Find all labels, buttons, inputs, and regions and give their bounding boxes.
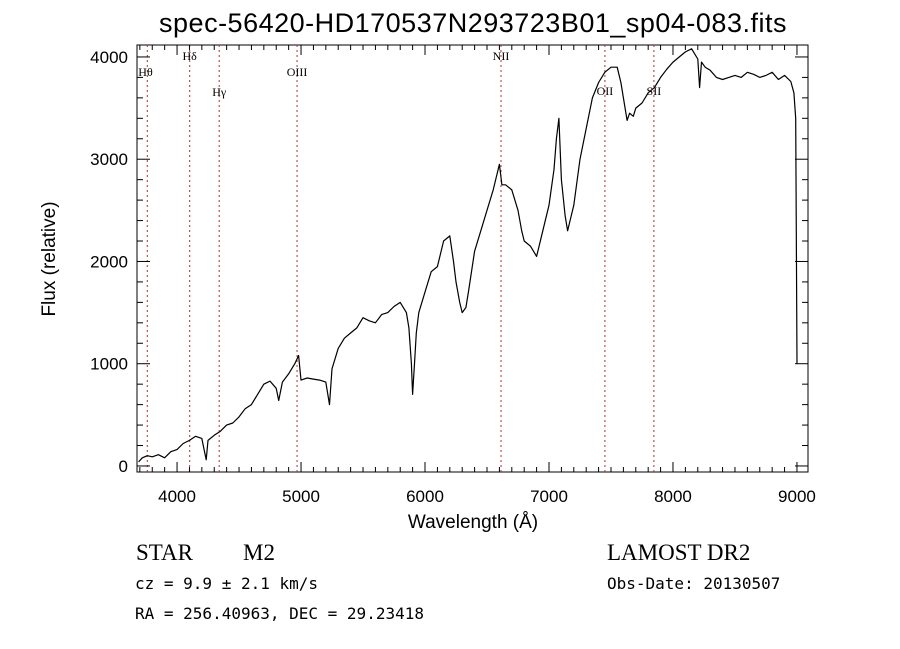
redshift-info: cz = 9.9 ± 2.1 km/s [135, 574, 319, 593]
spectral-line-label: Hθ [138, 65, 153, 79]
chart-title: spec-56420-HD170537N293723B01_sp04-083.f… [159, 8, 787, 38]
coordinates: RA = 256.40963, DEC = 29.23418 [135, 604, 424, 623]
y-tick-label: 3000 [90, 150, 128, 169]
spectral-line-label: Hγ [212, 85, 227, 99]
y-tick-label: 1000 [90, 355, 128, 374]
x-tick-label: 8000 [654, 487, 692, 506]
y-tick-label: 0 [119, 457, 128, 476]
plot-frame [136, 44, 809, 473]
spectral-line-label: SII [647, 84, 662, 98]
x-axis-label: Wavelength (Å) [407, 512, 539, 533]
y-tick-label: 4000 [90, 48, 128, 67]
subclass-label: M2 [243, 540, 275, 565]
obs-date: Obs-Date: 20130507 [607, 574, 781, 593]
spectral-line-label: OII [597, 84, 614, 98]
x-tick-label: 5000 [282, 487, 320, 506]
spectral-line-label: OIII [287, 65, 308, 79]
spectral-line-label: NII [493, 49, 510, 63]
class-label: STAR [136, 540, 193, 565]
y-tick-label: 2000 [90, 252, 128, 271]
x-tick-label: 7000 [530, 487, 568, 506]
y-axis-label: Flux (relative) [39, 201, 60, 317]
x-tick-label: 9000 [778, 487, 816, 506]
x-tick-label: 6000 [406, 487, 444, 506]
x-tick-label: 4000 [158, 487, 196, 506]
spectrum-line [138, 48, 798, 463]
survey-label: LAMOST DR2 [607, 540, 751, 565]
spectral-line-label: Hδ [183, 49, 198, 63]
